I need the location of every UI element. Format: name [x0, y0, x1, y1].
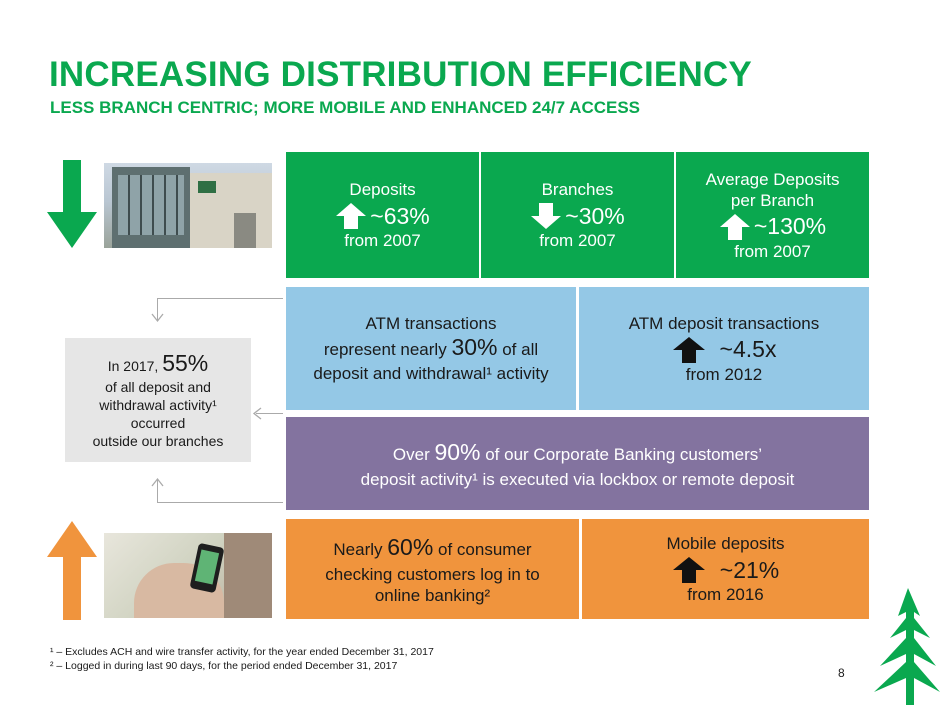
- page-subtitle: LESS BRANCH CENTRIC; MORE MOBILE AND ENH…: [50, 98, 641, 117]
- avg-deposits-label-2: per Branch: [730, 190, 815, 210]
- deposits-card: Deposits ~63% from 2007: [286, 152, 479, 278]
- deposits-label: Deposits: [349, 180, 416, 199]
- mobile-deposits-value: ~21%: [719, 556, 780, 583]
- corp-line1-pre: Over: [392, 444, 435, 464]
- avg-deposits-sub: from 2007: [734, 241, 811, 261]
- mobile-line1-em: 60%: [387, 533, 434, 560]
- down-arrow-icon: [47, 160, 97, 248]
- deposits-sub: from 2007: [344, 231, 421, 250]
- atm-line2-post: of all: [497, 340, 539, 359]
- atm-line1: ATM transactions: [365, 314, 497, 333]
- avg-deposits-value: ~130%: [753, 213, 827, 239]
- side-line4: occurred: [130, 414, 186, 431]
- connector-bottom-h: [157, 502, 283, 503]
- side-line3: withdrawal activity¹: [99, 396, 217, 413]
- atm-line2-em: 30%: [451, 334, 498, 360]
- mobile-line1-pre: Nearly: [333, 539, 388, 559]
- corp-line1-em: 90%: [434, 438, 481, 465]
- atm-line2-pre: represent nearly: [323, 340, 452, 359]
- corp-line1-post: of our Corporate Banking customers’: [480, 444, 763, 464]
- mobile-deposits-card: Mobile deposits ~21% from 2016: [582, 519, 869, 619]
- up-arrow-icon: [336, 203, 367, 229]
- footnote-1: ¹ – Excludes ACH and wire transfer activ…: [50, 646, 434, 658]
- chevron-left-icon: [252, 407, 262, 420]
- mobile-line2: checking customers log in to: [325, 564, 540, 584]
- up-arrow-icon: [47, 521, 97, 620]
- chevron-up-icon: [151, 477, 164, 487]
- branches-value: ~30%: [565, 202, 625, 229]
- connector-mid-h: [256, 413, 283, 414]
- corp-line2: deposit activity¹ is executed via lockbo…: [360, 469, 795, 489]
- tree-logo-icon: [874, 588, 940, 705]
- up-arrow-icon: [672, 336, 705, 363]
- corporate-banking-card: Over 90% of our Corporate Banking custom…: [286, 417, 869, 510]
- atm-transactions-card: ATM transactions represent nearly 30% of…: [286, 287, 576, 410]
- footnote-2: ² – Logged in during last 90 days, for t…: [50, 660, 398, 672]
- mobile-line1-post: of consumer: [433, 539, 532, 559]
- connector-top-v: [157, 298, 158, 320]
- connector-top-h: [157, 298, 283, 299]
- side-line5: outside our branches: [92, 432, 224, 449]
- atm-deposit-card: ATM deposit transactions ~4.5x from 2012: [579, 287, 869, 410]
- atm-deposit-sub: from 2012: [685, 364, 763, 384]
- chevron-down-icon: [151, 313, 164, 323]
- up-arrow-icon: [719, 213, 750, 240]
- online-banking-card: Nearly 60% of consumer checking customer…: [286, 519, 579, 619]
- down-arrow-icon: [531, 203, 562, 229]
- branch-photo: [104, 163, 272, 248]
- atm-line3: deposit and withdrawal¹ activity: [313, 364, 549, 383]
- mobile-deposits-label: Mobile deposits: [666, 534, 785, 553]
- deposits-value: ~63%: [370, 202, 430, 229]
- side-line1-em: 55%: [162, 349, 209, 376]
- mobile-photo: [104, 533, 272, 618]
- page-title: INCREASING DISTRIBUTION EFFICIENCY: [49, 55, 752, 94]
- connector-bottom-v: [157, 480, 158, 502]
- outside-branches-box: In 2017, 55% of all deposit and withdraw…: [65, 338, 251, 462]
- branches-label: Branches: [541, 180, 614, 199]
- branches-card: Branches ~30% from 2007: [481, 152, 674, 278]
- atm-deposit-value: ~4.5x: [719, 336, 777, 362]
- branches-sub: from 2007: [539, 231, 616, 250]
- mobile-deposits-sub: from 2016: [687, 585, 764, 604]
- side-line1-pre: In 2017,: [107, 357, 163, 374]
- up-arrow-icon: [672, 557, 705, 583]
- avg-deposits-label-1: Average Deposits: [705, 169, 840, 189]
- mobile-line3: online banking²: [374, 585, 491, 605]
- side-line2: of all deposit and: [105, 378, 211, 395]
- page-number: 8: [838, 666, 845, 680]
- avg-deposits-card: Average Deposits per Branch ~130% from 2…: [676, 152, 869, 278]
- atm-deposit-label: ATM deposit transactions: [628, 313, 820, 333]
